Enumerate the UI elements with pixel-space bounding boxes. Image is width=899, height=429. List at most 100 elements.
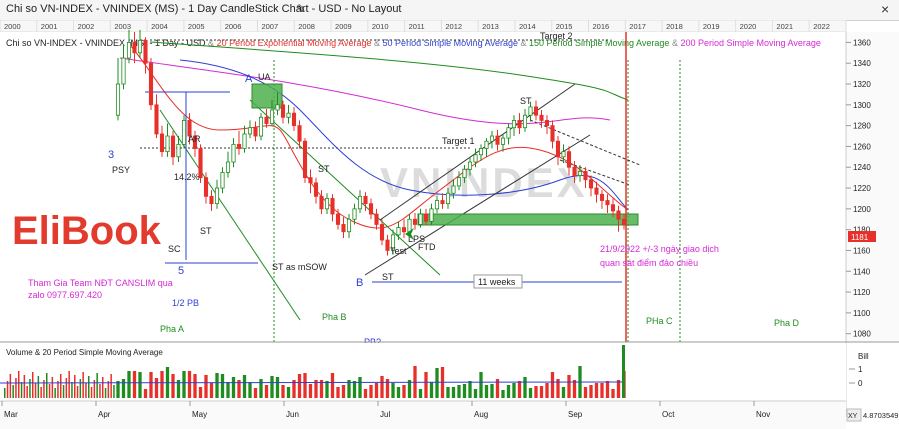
candle-body — [368, 203, 374, 215]
volume-bar — [43, 380, 45, 398]
candle-body — [484, 140, 489, 149]
sma150-line — [149, 41, 629, 101]
y-axis — [846, 32, 899, 342]
candle-body — [330, 198, 335, 215]
volume-bar — [556, 379, 560, 398]
xy-toggle[interactable] — [846, 408, 862, 422]
candle-body — [253, 127, 258, 137]
volume-bar — [457, 385, 461, 398]
candle-body — [434, 200, 440, 210]
y-tick-1360: 1360 — [853, 38, 871, 47]
volume-bar — [325, 381, 329, 398]
year-label-2004: 2004 — [151, 22, 168, 31]
candle-body — [198, 148, 203, 179]
volume-bar — [264, 385, 269, 398]
candle-body — [473, 154, 478, 163]
volume-bar — [611, 389, 615, 398]
month-label-Sep: Sep — [568, 410, 583, 419]
volume-bar — [363, 389, 368, 398]
candle-body — [588, 179, 594, 189]
candle-body — [566, 151, 572, 168]
label-st-msow: ST as mSOW — [272, 262, 327, 272]
volume-bar — [418, 389, 423, 398]
volume-bar — [358, 377, 362, 398]
volume-bar — [308, 384, 313, 398]
candle-body — [352, 208, 357, 220]
label-promo-line2: zalo 0977.697.420 — [28, 290, 102, 300]
y-tick-1280: 1280 — [853, 122, 871, 131]
volume-bar — [281, 385, 285, 398]
candle-body — [324, 198, 330, 210]
month-labels: Mar Apr May Jun Jul Aug Sep Oct Nov — [1, 401, 770, 419]
volume-bar — [528, 388, 533, 398]
month-label-Aug: Aug — [474, 410, 488, 419]
candle-body — [467, 161, 473, 170]
candlestick-chart[interactable]: 2000 2001 2002 2003 2004 2005 2006 2007 2008 2009… — [0, 20, 899, 429]
volume-bar — [435, 368, 439, 398]
candle-body — [242, 133, 247, 149]
month-label-Mar: Mar — [4, 410, 18, 419]
volume-bar — [490, 384, 494, 398]
candle-body — [478, 148, 484, 156]
trendline-green-2 — [249, 99, 441, 276]
candle-body — [165, 135, 170, 153]
year-label-2011: 2011 — [409, 22, 425, 31]
volume-bar — [248, 382, 252, 398]
candle-body — [561, 151, 566, 158]
candle-body — [456, 177, 462, 187]
year-label-2021: 2021 — [776, 22, 793, 31]
volume-bar — [29, 379, 31, 398]
volume-bar — [127, 371, 131, 398]
volume-bar — [93, 380, 96, 398]
year-label-2015: 2015 — [556, 22, 573, 31]
label-pha-a: Pha A — [160, 324, 184, 334]
volume-bars — [0, 345, 626, 398]
candle-body — [231, 143, 236, 163]
year-label-2008: 2008 — [298, 22, 315, 31]
volume-bar — [512, 383, 516, 398]
close-icon[interactable]: × — [881, 1, 890, 17]
candle-body — [121, 57, 126, 85]
pencil-icon[interactable]: ✎ — [296, 2, 307, 16]
volume-bar — [407, 380, 412, 398]
candle-body — [220, 172, 225, 189]
y-tick-1340: 1340 — [853, 59, 871, 68]
label-pha-d: Pha D — [774, 318, 800, 328]
candle-body — [181, 120, 187, 145]
year-label-2022: 2022 — [813, 22, 830, 31]
trendline-green-1 — [159, 109, 301, 321]
volume-bar — [62, 385, 65, 398]
volume-bar — [567, 375, 571, 398]
candle-body — [577, 170, 583, 176]
label-pha-b: Pha B — [322, 312, 347, 322]
volume-bar — [341, 385, 346, 398]
volume-bar — [96, 373, 98, 398]
channel-upper — [379, 83, 576, 221]
volume-bar — [237, 380, 241, 398]
watermark: VNINDEX — [380, 159, 588, 206]
candle-body — [176, 143, 181, 158]
candle-body — [550, 125, 555, 142]
volume-bar — [88, 376, 90, 398]
price-readout: 1181 — [851, 233, 869, 242]
candle-body — [280, 104, 286, 118]
volume-bar — [65, 378, 68, 398]
volume-bar — [9, 374, 12, 398]
candle-body — [500, 137, 506, 145]
volume-bar — [193, 374, 197, 398]
volume-bar — [374, 383, 379, 398]
volume-tick-1: 1 — [858, 365, 863, 374]
volume-bar — [107, 381, 110, 398]
volume-bar — [68, 371, 70, 398]
year-label-2007: 2007 — [261, 22, 278, 31]
volume-bar — [303, 373, 307, 398]
volume-bar — [18, 371, 20, 398]
y-tick-labels: 1080 1100 1120 1140 1160 1180 1200 1220 1240 1260… — [846, 38, 871, 339]
y-tick-1200: 1200 — [853, 205, 871, 214]
duration-box — [473, 274, 523, 289]
volume-bar — [34, 383, 37, 398]
volume-bar — [76, 386, 79, 398]
volume-bar — [506, 385, 511, 398]
volume-legend: Volume & 20 Period Simple Moving Average — [6, 348, 163, 357]
volume-bar — [226, 382, 230, 398]
